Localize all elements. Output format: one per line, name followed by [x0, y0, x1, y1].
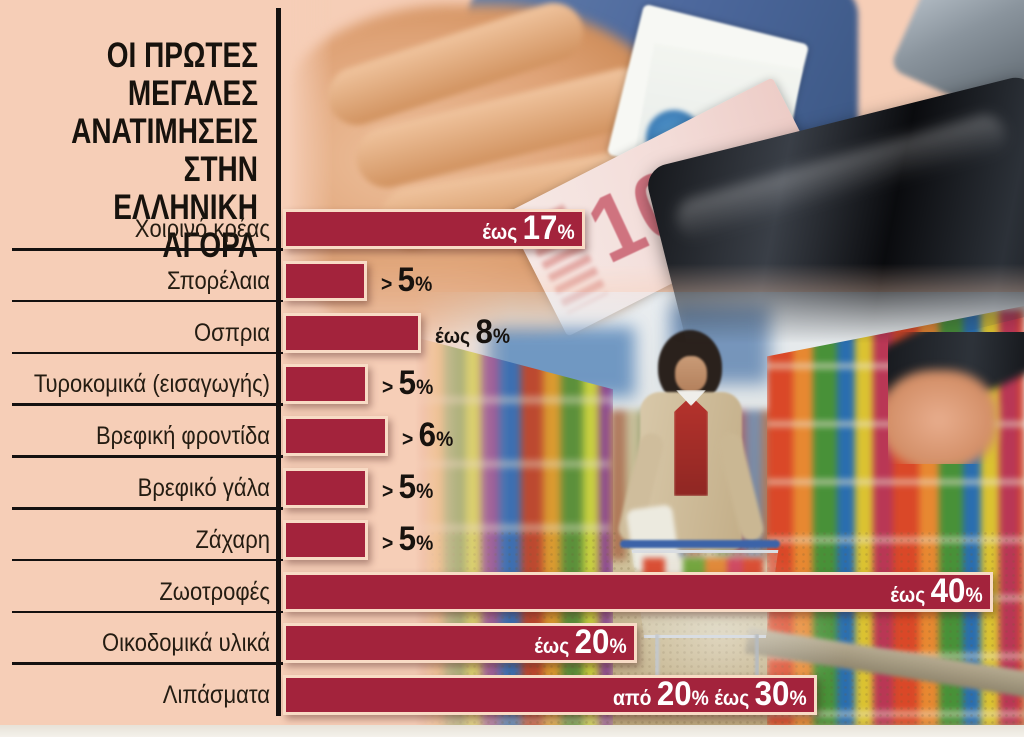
- bar-value: έως 40%: [890, 571, 983, 610]
- chart-row: Σπορέλαια > 5%: [0, 260, 1024, 313]
- bar: έως 20%: [283, 623, 637, 664]
- cart-handle: [620, 540, 780, 548]
- finger: [888, 370, 998, 464]
- bar-value: έως 20%: [534, 623, 627, 662]
- bar: έως 40%: [283, 571, 993, 612]
- category-label: Χοιρινό κρέας: [134, 215, 270, 243]
- separator-line: [12, 662, 283, 665]
- category-label: Βρεφική φροντίδα: [95, 422, 270, 451]
- chart-rows: Χοιρινό κρέας έως 17% Σπορέλαια > 5% Οσπ…: [0, 209, 1024, 734]
- chart-row: Τυροκομικά (εισαγωγής) > 5%: [0, 364, 1024, 416]
- bar: [283, 468, 368, 508]
- y-axis-line: [276, 8, 281, 716]
- bar-value: > 5%: [381, 260, 433, 299]
- bar-value: έως 8%: [435, 312, 511, 351]
- page-title: ΟΙ ΠΡΩΤΕΣ ΜΕΓΑΛΕΣ ΑΝΑΤΙΜΗΣΕΙΣ ΣΤΗΝ ΕΛΛΗΝ…: [71, 36, 258, 266]
- cart-frame: [655, 634, 759, 694]
- chart-row: Χοιρινό κρέας έως 17%: [0, 209, 1024, 261]
- category-label: Οικοδομικά υλικά: [102, 629, 270, 658]
- shopper-red-top: [674, 396, 708, 496]
- separator-line: [12, 299, 283, 303]
- bar: [283, 260, 367, 301]
- separator-line: [12, 610, 283, 614]
- separator-line: [12, 558, 283, 562]
- bar-value: > 5%: [382, 468, 434, 506]
- bar-value: > 6%: [402, 416, 454, 455]
- category-label: Λιπάσματα: [162, 681, 270, 710]
- bar-value: έως 17%: [482, 209, 575, 247]
- chart-row: Ζωοτροφές έως 40%: [0, 571, 1024, 624]
- separator-line: [12, 403, 283, 406]
- chart-row: Βρεφικό γάλα > 5%: [0, 468, 1024, 520]
- bar: [283, 519, 368, 560]
- category-label: Οσπρια: [194, 318, 270, 347]
- bar: έως 17%: [283, 209, 585, 249]
- bar-value: > 5%: [382, 519, 434, 558]
- chart-row: Ζάχαρη > 5%: [0, 519, 1024, 572]
- chart-row: Οικοδομικά υλικά έως 20%: [0, 623, 1024, 675]
- separator-line: [12, 248, 283, 251]
- bar: από 20% έως 30%: [283, 675, 817, 716]
- shopper-face: [675, 356, 707, 392]
- bar-value: > 5%: [382, 364, 434, 403]
- wallet-tip-overlay: [888, 332, 1024, 464]
- bar: [283, 416, 388, 457]
- category-label: Τυροκομικά (εισαγωγής): [33, 370, 271, 399]
- chart-row: Βρεφική φροντίδα > 6%: [0, 416, 1024, 468]
- bar-value: από 20% έως 30%: [612, 675, 807, 714]
- category-label: Σπορέλαια: [167, 266, 270, 295]
- category-label: Ζωοτροφές: [159, 577, 270, 606]
- separator-line: [12, 507, 283, 510]
- separator-line: [12, 455, 283, 458]
- category-label: Ζάχαρη: [195, 525, 270, 554]
- chart-row: Λιπάσματα από 20% έως 30%: [0, 675, 1024, 727]
- category-label: Βρεφικό γάλα: [137, 474, 270, 502]
- chart-row: Οσπρια έως 8%: [0, 312, 1024, 365]
- bar: [283, 364, 368, 405]
- bottom-margin: [0, 725, 1024, 737]
- separator-line: [12, 351, 283, 355]
- bar: [283, 312, 421, 353]
